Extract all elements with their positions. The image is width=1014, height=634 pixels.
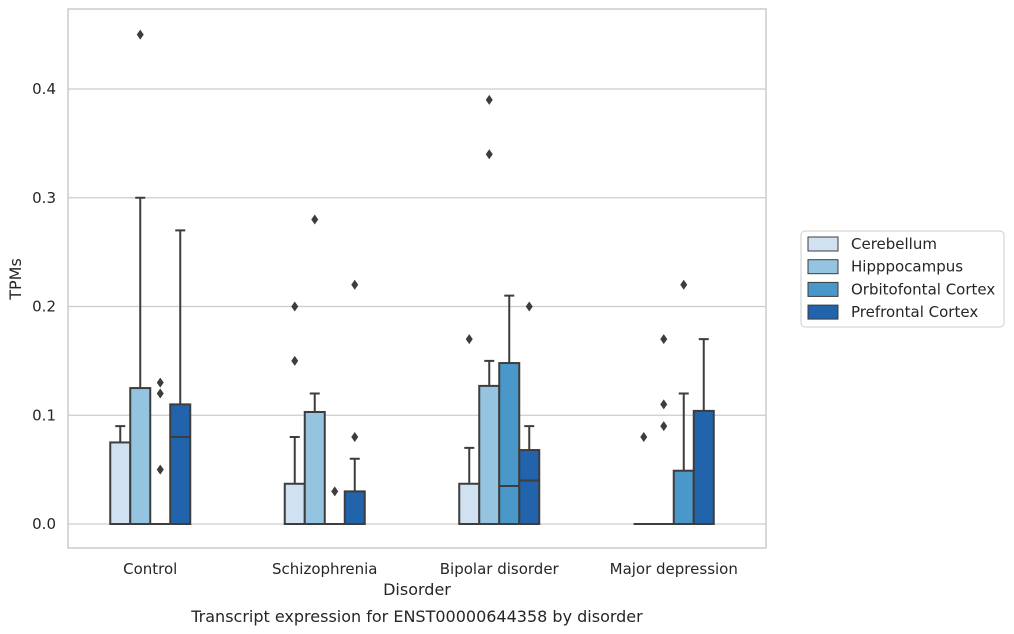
outlier-point	[660, 399, 668, 410]
outlier-point	[156, 377, 164, 388]
outlier-point	[311, 214, 319, 225]
box-group	[518, 301, 541, 525]
iqr-box	[458, 482, 481, 526]
iqr-box	[283, 482, 306, 526]
legend-label: Prefrontal Cortex	[851, 303, 978, 321]
y-tick-labels: 0.0 0.1 0.2 0.3 0.4	[32, 80, 56, 533]
y-tick-label: 0.2	[32, 298, 56, 316]
outlier-point	[351, 432, 359, 442]
y-tick-label: 0.4	[32, 80, 56, 98]
iqr-box	[478, 384, 501, 526]
x-tick-label: Control	[123, 560, 177, 578]
x-axis-label: Disorder	[383, 580, 451, 599]
box-group	[129, 29, 152, 525]
series-3	[169, 229, 715, 525]
outlier-point	[525, 301, 533, 312]
outlier-point	[640, 432, 648, 442]
box-group	[458, 334, 481, 526]
x-tick-labels: Control Schizophrenia Bipolar disorder Majo…	[123, 560, 738, 578]
outlier-point	[485, 94, 493, 105]
outlier-point	[465, 334, 473, 345]
outlier-point	[351, 279, 359, 290]
y-tick-label: 0.1	[32, 406, 56, 424]
box-group	[324, 486, 345, 525]
iqr-box	[672, 469, 695, 525]
box-group	[150, 377, 171, 525]
box-group	[169, 229, 192, 525]
legend-swatch	[807, 281, 839, 297]
legend-label: Hipppocampus	[851, 258, 963, 276]
outlier-point	[485, 149, 493, 160]
x-tick-label: Major depression	[610, 560, 738, 578]
iqr-box	[498, 362, 521, 525]
outlier-point	[291, 301, 299, 312]
legend-swatch	[807, 236, 839, 252]
legend-swatch	[807, 304, 839, 320]
series-1	[129, 29, 674, 526]
iqr-box	[129, 387, 152, 525]
series-0	[109, 301, 654, 526]
legend-label: Orbitofontal Cortex	[851, 280, 995, 298]
box-series	[109, 29, 715, 526]
box-group	[498, 294, 521, 525]
plot-area-frame	[67, 8, 767, 549]
y-axis-label: TPMs	[6, 258, 25, 301]
iqr-box	[692, 409, 715, 525]
outlier-point	[680, 279, 688, 290]
box-group	[283, 301, 306, 526]
iqr-box	[343, 490, 366, 525]
legend-label: Cerebellum	[851, 235, 937, 253]
iqr-box	[169, 403, 192, 525]
y-tick-label: 0.0	[32, 515, 56, 533]
iqr-box	[303, 410, 326, 525]
iqr-box	[518, 449, 541, 525]
outlier-point	[136, 29, 144, 40]
outlier-point	[156, 388, 164, 399]
outlier-point	[660, 421, 668, 432]
iqr-box	[109, 441, 132, 525]
outlier-point	[660, 334, 668, 345]
box-group	[478, 94, 501, 526]
x-tick-label: Schizophrenia	[272, 560, 377, 578]
box-group	[633, 432, 654, 525]
legend-frame	[800, 230, 1005, 328]
outlier-point	[156, 464, 164, 475]
y-tick-label: 0.3	[32, 189, 56, 207]
box-group	[303, 214, 326, 525]
series-2	[150, 279, 695, 525]
box-group	[692, 338, 715, 525]
chart-caption: Transcript expression for ENST0000064435…	[190, 607, 643, 626]
box-group	[653, 334, 674, 525]
legend-swatch	[807, 259, 839, 275]
x-tick-label: Bipolar disorder	[440, 560, 560, 578]
legend: Cerebellum Hipppocampus Orbitofontal Corte…	[800, 230, 1005, 328]
outlier-point	[331, 486, 339, 497]
outlier-point	[291, 355, 299, 366]
box-group	[672, 279, 695, 525]
box-group	[343, 279, 366, 525]
